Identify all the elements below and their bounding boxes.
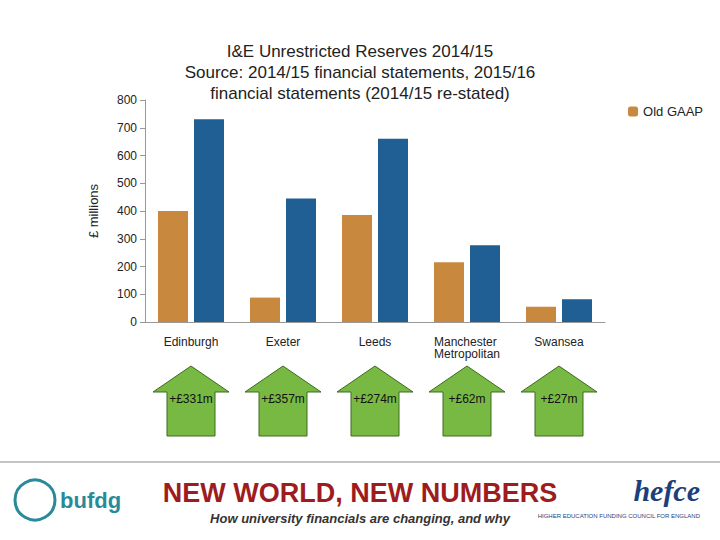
svg-text:Exeter: Exeter bbox=[266, 335, 301, 349]
svg-text:200: 200 bbox=[117, 260, 137, 274]
svg-text:300: 300 bbox=[117, 232, 137, 246]
svg-text:Swansea: Swansea bbox=[534, 335, 584, 349]
svg-text:Metropolitan: Metropolitan bbox=[434, 347, 500, 361]
svg-text:bufdg: bufdg bbox=[60, 488, 121, 513]
svg-text:Old GAAP: Old GAAP bbox=[643, 104, 703, 119]
svg-text:Source: 2014/15 financial stat: Source: 2014/15 financial statements, 20… bbox=[185, 63, 536, 82]
svg-text:+£62m: +£62m bbox=[448, 392, 485, 406]
svg-text:Edinburgh: Edinburgh bbox=[164, 335, 219, 349]
svg-text:£ millions: £ millions bbox=[86, 183, 101, 238]
svg-text:Manchester: Manchester bbox=[434, 335, 500, 349]
svg-text:financial statements (2014/15: financial statements (2014/15 re-stated) bbox=[210, 84, 510, 103]
svg-text:400: 400 bbox=[117, 204, 137, 218]
svg-text:700: 700 bbox=[117, 121, 137, 135]
svg-text:500: 500 bbox=[117, 176, 137, 190]
svg-text:+£274m: +£274m bbox=[353, 392, 397, 406]
svg-text:HIGHER EDUCATION FUNDING COUNC: HIGHER EDUCATION FUNDING COUNCIL FOR ENG… bbox=[538, 513, 701, 519]
svg-text:I&E Unrestricted Reserves 2014: I&E Unrestricted Reserves 2014/15 bbox=[227, 42, 493, 61]
svg-text:600: 600 bbox=[117, 149, 137, 163]
svg-text:+£357m: +£357m bbox=[261, 392, 305, 406]
svg-text:How university financials are: How university financials are changing, … bbox=[210, 511, 511, 526]
svg-text:800: 800 bbox=[117, 93, 137, 107]
svg-text:+£331m: +£331m bbox=[169, 392, 213, 406]
svg-text:Leeds: Leeds bbox=[359, 335, 392, 349]
svg-text:+£27m: +£27m bbox=[540, 392, 577, 406]
svg-text:hefce: hefce bbox=[633, 474, 700, 507]
svg-text:100: 100 bbox=[117, 287, 137, 301]
svg-text:0: 0 bbox=[130, 315, 137, 329]
svg-text:NEW WORLD, NEW NUMBERS: NEW WORLD, NEW NUMBERS bbox=[163, 478, 557, 508]
